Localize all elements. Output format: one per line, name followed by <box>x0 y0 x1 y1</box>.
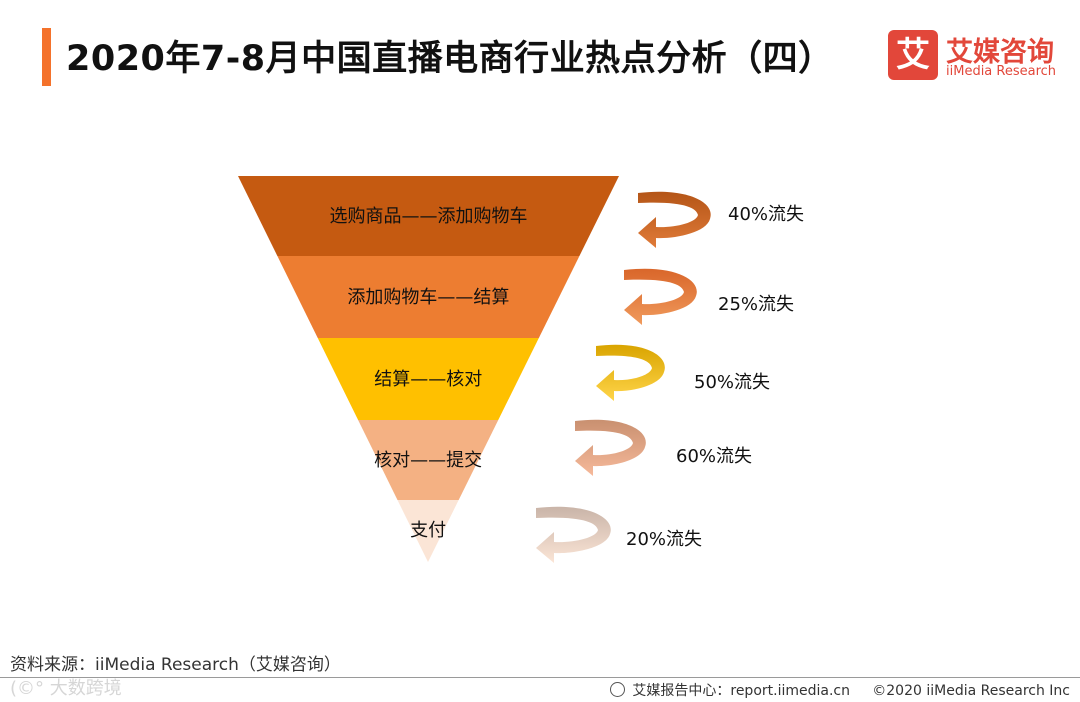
globe-icon <box>609 682 625 697</box>
logo-name-en: iiMedia Research <box>946 64 1057 79</box>
loss-arrow-icon <box>638 191 711 248</box>
funnel-stage-label: 选购商品——添加购物车 <box>330 206 528 227</box>
loss-arrow-icon <box>536 506 611 563</box>
company-logo: 艾 艾媒咨询 iiMedia Research <box>888 30 1074 82</box>
funnel-stage-label: 支付 <box>410 520 446 541</box>
footer-bar: 艾媒报告中心：report.iimedia.cn ©2020 iiMedia R… <box>609 680 1070 700</box>
source-note: 资料来源：iiMedia Research（艾媒咨询） <box>10 655 341 675</box>
footer-divider <box>0 677 1080 678</box>
funnel-stage-label: 结算——核对 <box>374 369 482 390</box>
funnel-stage-3 <box>317 338 539 420</box>
copyright: ©2020 iiMedia Research Inc <box>872 683 1070 699</box>
loss-label: 20%流失 <box>626 529 702 550</box>
loss-label: 60%流失 <box>676 446 752 467</box>
title-accent-bar <box>42 28 51 86</box>
logo-icon: 艾 <box>888 30 938 80</box>
loss-arrow-icon <box>596 344 665 401</box>
watermark: (©° 大数跨境 <box>10 678 122 699</box>
funnel-stage-label: 添加购物车——结算 <box>347 287 509 308</box>
loss-arrow-icon <box>624 268 697 325</box>
funnel-stage-5 <box>397 500 459 562</box>
loss-label: 50%流失 <box>694 372 770 393</box>
logo-name-cn: 艾媒咨询 <box>946 37 1054 68</box>
loss-label: 25%流失 <box>718 294 794 315</box>
funnel-stage-4 <box>358 420 499 500</box>
loss-label: 40%流失 <box>728 204 804 225</box>
report-site: 艾媒报告中心：report.iimedia.cn <box>632 683 850 699</box>
funnel-stage-2 <box>277 256 580 338</box>
funnel-stage-1 <box>238 176 619 256</box>
funnel-stage-label: 核对——提交 <box>374 450 482 471</box>
loss-arrow-icon <box>575 419 646 476</box>
page-title: 2020年7-8月中国直播电商行业热点分析（四） <box>66 39 834 79</box>
